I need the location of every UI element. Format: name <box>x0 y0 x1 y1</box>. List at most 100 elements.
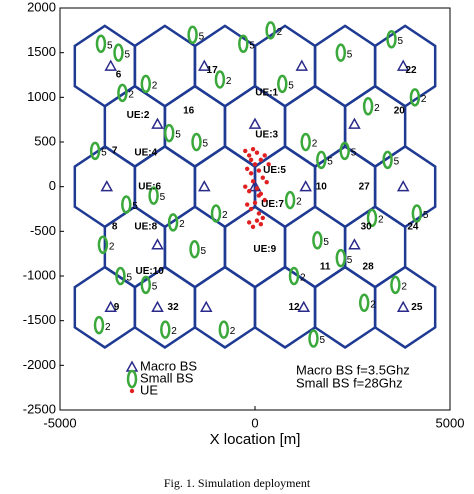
small-bs-label: 5 <box>347 255 353 266</box>
small-bs-label: 2 <box>109 241 115 252</box>
ue <box>246 220 252 225</box>
annotation: UE:10 <box>136 266 165 277</box>
macro-bs <box>348 238 361 250</box>
annotation: 32 <box>168 302 180 313</box>
small-bs <box>191 132 202 152</box>
small-bs-label: 5 <box>351 148 357 159</box>
small-bs-label: 5 <box>107 40 113 51</box>
macro-bs <box>396 59 410 71</box>
small-bs-label: 5 <box>101 148 107 159</box>
ue <box>262 153 267 158</box>
small-bs-label: 5 <box>249 40 255 51</box>
y-tick-label: 2000 <box>27 0 56 14</box>
small-bs-label: 5 <box>132 201 138 212</box>
annotation: 16 <box>183 105 195 116</box>
note: Small BS f=28Ghz <box>296 375 403 390</box>
annotation: UE:5 <box>263 165 286 176</box>
small-bs-label: 2 <box>421 94 427 105</box>
cell-boundary <box>163 84 227 169</box>
cell-boundary <box>253 144 317 229</box>
small-bs <box>167 213 179 232</box>
small-bs <box>284 190 296 210</box>
small-bs <box>117 83 128 103</box>
annotation: 25 <box>411 302 423 313</box>
small-bs-label: 2 <box>312 139 318 150</box>
ue <box>246 153 252 158</box>
small-bs-label: 5 <box>398 36 404 47</box>
annotation: 17 <box>207 65 219 76</box>
legend-label: UE <box>140 382 158 397</box>
small-bs-label: 2 <box>277 27 283 38</box>
small-bs-label: 5 <box>201 246 207 257</box>
ue <box>260 215 265 221</box>
macro-bs <box>198 59 211 71</box>
small-bs <box>339 141 350 161</box>
ue <box>246 188 252 194</box>
small-bs-label: 2 <box>179 219 185 230</box>
y-tick-label: -500 <box>30 223 56 238</box>
small-bs <box>277 74 288 94</box>
annotation: UE:8 <box>134 222 157 233</box>
small-bs-label: 2 <box>105 322 111 333</box>
small-bs-label: 5 <box>327 157 333 168</box>
cell-boundary <box>313 24 377 108</box>
small-bs-label: 2 <box>296 197 302 208</box>
annotation: 24 <box>407 222 419 233</box>
small-bs-label: 5 <box>175 130 181 141</box>
small-bs-label: 5 <box>347 49 353 60</box>
small-bs-label: 2 <box>222 210 228 221</box>
small-bs <box>409 88 421 107</box>
small-bs-label: 5 <box>199 31 205 42</box>
ue <box>264 180 269 185</box>
small-bs <box>411 204 423 223</box>
ue <box>243 148 248 154</box>
annotation: 27 <box>359 181 371 192</box>
macro-bs <box>248 180 262 192</box>
ue <box>260 175 265 180</box>
small-bs <box>312 231 323 250</box>
small-bs-label: 2 <box>226 76 232 87</box>
ue <box>248 157 254 163</box>
y-tick-label: -1000 <box>23 267 56 282</box>
annotation: 11 <box>320 262 331 273</box>
small-bs <box>187 25 198 45</box>
small-bs <box>115 266 126 286</box>
small-bs <box>288 266 300 286</box>
small-bs-label: 2 <box>401 282 407 293</box>
small-bs-label: 2 <box>378 215 384 226</box>
small-bs <box>382 150 393 170</box>
ue <box>245 166 250 171</box>
macro-bs <box>100 180 114 192</box>
cell-boundary <box>133 24 197 108</box>
small-bs <box>300 132 311 152</box>
small-bs <box>390 275 401 295</box>
small-bs <box>214 70 226 89</box>
small-bs-label: 2 <box>171 326 177 337</box>
small-bs <box>386 30 397 49</box>
small-bs <box>335 43 347 62</box>
small-bs-label: 5 <box>323 237 329 248</box>
ue <box>266 162 271 167</box>
small-bs <box>89 141 101 161</box>
small-bs-label: 2 <box>374 103 380 114</box>
small-bs-label: 2 <box>128 90 134 101</box>
small-bs-label: 5 <box>125 49 131 60</box>
ue <box>256 168 262 173</box>
small-bs-label: 2 <box>370 299 376 310</box>
annotation: 10 <box>316 181 328 192</box>
small-bs-label: 5 <box>126 273 132 284</box>
macro-bs <box>104 300 117 313</box>
annotation: UE:7 <box>261 199 284 210</box>
small-bs <box>113 43 124 62</box>
y-tick-label: 1500 <box>27 44 56 59</box>
x-tick-label: 5000 <box>436 415 465 430</box>
annotation: 7 <box>112 146 118 157</box>
annotation: 8 <box>112 222 118 233</box>
small-bs-label: 2 <box>230 326 236 337</box>
x-axis-label: X location [m] <box>210 431 301 448</box>
ue <box>254 150 260 155</box>
annotation: 28 <box>363 262 375 273</box>
annotation: UE:2 <box>127 110 150 121</box>
macro-bs <box>151 300 164 313</box>
